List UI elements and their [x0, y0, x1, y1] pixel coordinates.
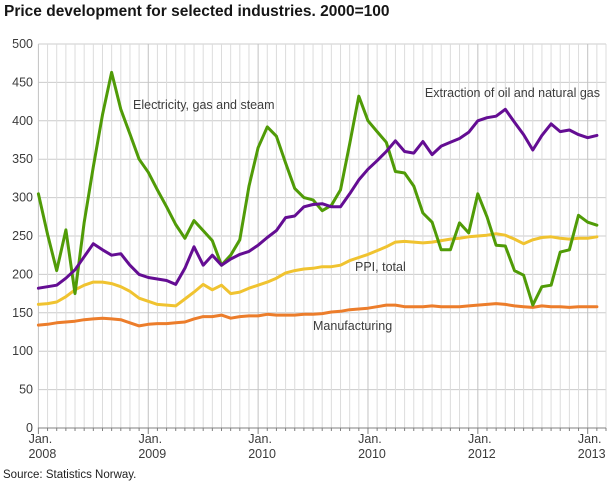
x-tick-label-month: Jan. — [358, 432, 382, 446]
x-tick-label-month: Jan. — [29, 432, 53, 446]
series-line-ppi-total — [36, 232, 599, 308]
x-tick-label-year: 2013 — [578, 447, 606, 461]
y-tick-label: 0 — [26, 421, 33, 435]
y-tick-label: 200 — [12, 267, 33, 281]
series-label: PPI, total — [355, 260, 406, 274]
y-tick-label: 450 — [12, 75, 33, 89]
y-tick-label: 400 — [12, 114, 33, 128]
x-tick-label-year: 2010 — [358, 447, 386, 461]
series-label: Electricity, gas and steam — [133, 98, 275, 112]
y-tick-label: 100 — [12, 344, 33, 358]
x-tick-label-month: Jan. — [138, 432, 162, 446]
x-tick-label-year: 2008 — [28, 447, 56, 461]
y-tick-label: 250 — [12, 229, 33, 243]
x-tick-label-month: Jan. — [248, 432, 272, 446]
y-tick-label: 500 — [12, 37, 33, 51]
series-line-extraction-of-oil-and-natural-gas — [36, 107, 599, 290]
y-tick-label: 50 — [19, 383, 33, 397]
y-tick-label: 150 — [12, 306, 33, 320]
series-label: Extraction of oil and natural gas — [425, 86, 600, 100]
x-tick-label-year: 2009 — [138, 447, 166, 461]
series-line-manufacturing — [36, 302, 599, 328]
chart-title: Price development for selected industrie… — [4, 3, 390, 20]
series-label: Manufacturing — [313, 319, 392, 333]
x-tick-label-year: 2012 — [468, 447, 496, 461]
y-tick-label: 300 — [12, 191, 33, 205]
y-tick-label: 350 — [12, 152, 33, 166]
source-caption: Source: Statistics Norway. — [3, 469, 137, 481]
x-tick-label-month: Jan. — [578, 432, 602, 446]
x-tick-label-year: 2010 — [248, 447, 276, 461]
series-line-electricity-gas-and-steam — [36, 70, 599, 307]
x-tick-label-month: Jan. — [468, 432, 492, 446]
